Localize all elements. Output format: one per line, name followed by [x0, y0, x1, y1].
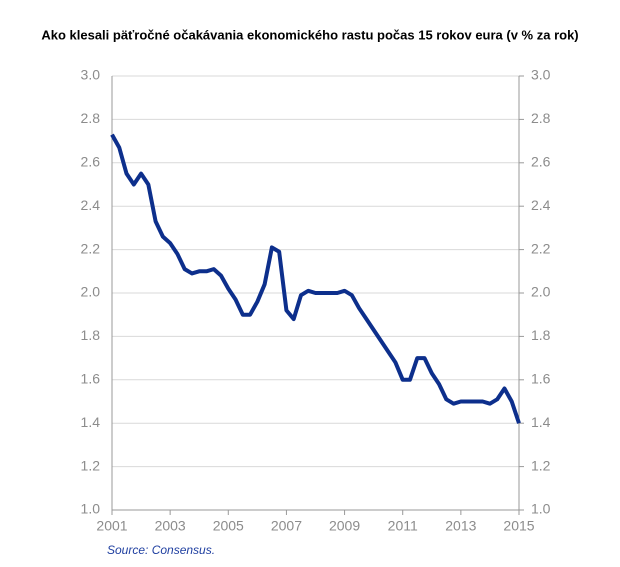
chart-title: Ako klesali päťročné očakávania ekonomic…: [41, 27, 578, 42]
y2-tick-label: 1.6: [531, 371, 551, 387]
y-tick-label: 2.4: [81, 197, 101, 213]
y2-tick-label: 1.8: [531, 327, 551, 343]
y2-tick-label: 2.2: [531, 240, 551, 256]
y2-tick-label: 1.4: [531, 414, 551, 430]
x-tick-label: 2013: [445, 518, 476, 534]
x-tick-label: 2009: [329, 518, 360, 534]
source-note: Source: Consensus.: [107, 543, 215, 557]
y2-tick-label: 2.4: [531, 197, 551, 213]
y-tick-label: 1.4: [81, 414, 101, 430]
y2-tick-label: 1.0: [531, 501, 551, 517]
y-tick-label: 1.2: [81, 457, 101, 473]
y-tick-label: 1.0: [81, 501, 101, 517]
y2-tick-label: 2.8: [531, 110, 551, 126]
y-tick-label: 2.0: [81, 284, 101, 300]
y-tick-label: 2.8: [81, 110, 101, 126]
y-tick-label: 2.6: [81, 154, 101, 170]
y-tick-label: 3.0: [81, 67, 101, 83]
x-tick-label: 2015: [503, 518, 534, 534]
y2-tick-label: 2.0: [531, 284, 551, 300]
y2-tick-label: 3.0: [531, 67, 551, 83]
y2-tick-label: 2.6: [531, 154, 551, 170]
x-tick-label: 2001: [96, 518, 127, 534]
x-tick-label: 2003: [155, 518, 186, 534]
x-tick-label: 2007: [271, 518, 302, 534]
y-tick-label: 1.8: [81, 327, 101, 343]
y2-tick-label: 1.2: [531, 457, 551, 473]
x-tick-label: 2011: [388, 518, 418, 534]
y-tick-label: 2.2: [81, 240, 101, 256]
y-tick-label: 1.6: [81, 371, 101, 387]
x-tick-label: 2005: [213, 518, 244, 534]
data-line: [110, 133, 521, 424]
